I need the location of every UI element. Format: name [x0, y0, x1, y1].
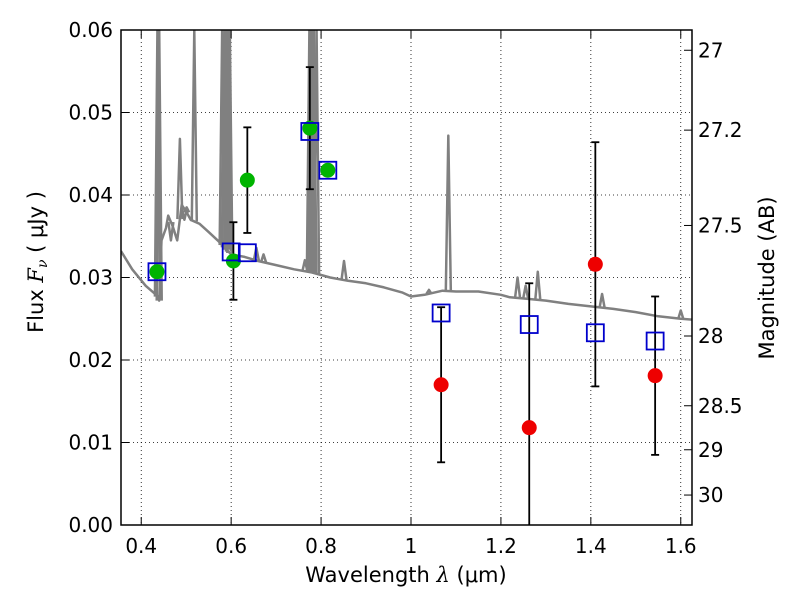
emission-line — [190, 30, 199, 222]
mag-tick-label: 27.2 — [698, 118, 743, 142]
spectrum-line — [121, 203, 692, 321]
mag-tick-label: 29 — [698, 438, 723, 462]
detection-point — [239, 172, 255, 188]
emission-line — [312, 30, 321, 274]
x-axis-label: Wavelength λ (μm) — [305, 563, 506, 587]
model-square — [237, 243, 257, 263]
emission-line — [534, 270, 542, 300]
y-tick-label: 0.00 — [68, 513, 113, 537]
model-square — [300, 122, 320, 141]
detection-point — [302, 120, 318, 136]
nir-point — [647, 368, 663, 384]
emission-line — [224, 30, 233, 252]
nir-point — [587, 256, 603, 272]
emission-line — [340, 259, 348, 281]
y-axis-label: Flux Fν ( μJy ) — [24, 191, 51, 333]
x-tick-label: 0.4 — [125, 534, 157, 558]
x-tick-label: 0.8 — [305, 534, 337, 558]
emission-line — [155, 30, 163, 301]
model-square — [147, 262, 167, 282]
detection-point — [320, 162, 336, 178]
axis-ticks: 0.4 0.6 0.8 1 1.2 1.4 1.6 0.00 0.01 0.02 0.03 0.04 0… — [68, 18, 742, 558]
model-square — [431, 303, 451, 323]
emission-line — [176, 137, 184, 220]
nir-point — [433, 377, 449, 393]
emission-line — [444, 134, 453, 292]
mag-tick-label: 27 — [698, 38, 723, 62]
mag-tick-label: 27.5 — [698, 213, 743, 237]
y-tick-label: 0.01 — [68, 431, 113, 455]
y2-axis-label: Magnitude (AB) — [755, 196, 779, 359]
y-tick-label: 0.05 — [68, 101, 113, 125]
mag-tick-label: 28.5 — [698, 394, 743, 418]
x-tick-label: 1.6 — [665, 534, 697, 558]
emission-line — [521, 284, 530, 299]
model-square — [585, 323, 605, 343]
detection-point — [149, 264, 165, 280]
y-tick-label: 0.04 — [68, 183, 113, 207]
emission-line — [226, 30, 234, 254]
y-tick-label: 0.02 — [68, 348, 113, 372]
emission-line — [425, 288, 433, 295]
y-tick-label: 0.03 — [68, 266, 113, 290]
x-tick-label: 1 — [405, 534, 418, 558]
model-square — [519, 315, 539, 334]
emission-line — [180, 208, 189, 221]
plot-frame — [120, 29, 693, 526]
emission-line — [598, 292, 606, 308]
model-square — [318, 160, 338, 180]
model-square — [645, 331, 665, 351]
emission-line — [259, 253, 268, 263]
mag-tick-label: 28 — [698, 324, 723, 348]
emission-line — [183, 206, 191, 213]
x-tick-label: 0.6 — [215, 534, 247, 558]
plot-area — [121, 30, 692, 525]
nir-point — [521, 420, 537, 436]
emission-line — [167, 221, 175, 242]
emission-line — [513, 276, 522, 299]
x-tick-label: 1.2 — [485, 534, 517, 558]
grid-lines — [121, 29, 692, 526]
mag-tick-label: 30 — [698, 483, 723, 507]
y-tick-label: 0.06 — [68, 18, 113, 42]
emission-line — [677, 309, 685, 320]
emission-line — [153, 30, 162, 297]
x-tick-label: 1.4 — [575, 534, 607, 558]
